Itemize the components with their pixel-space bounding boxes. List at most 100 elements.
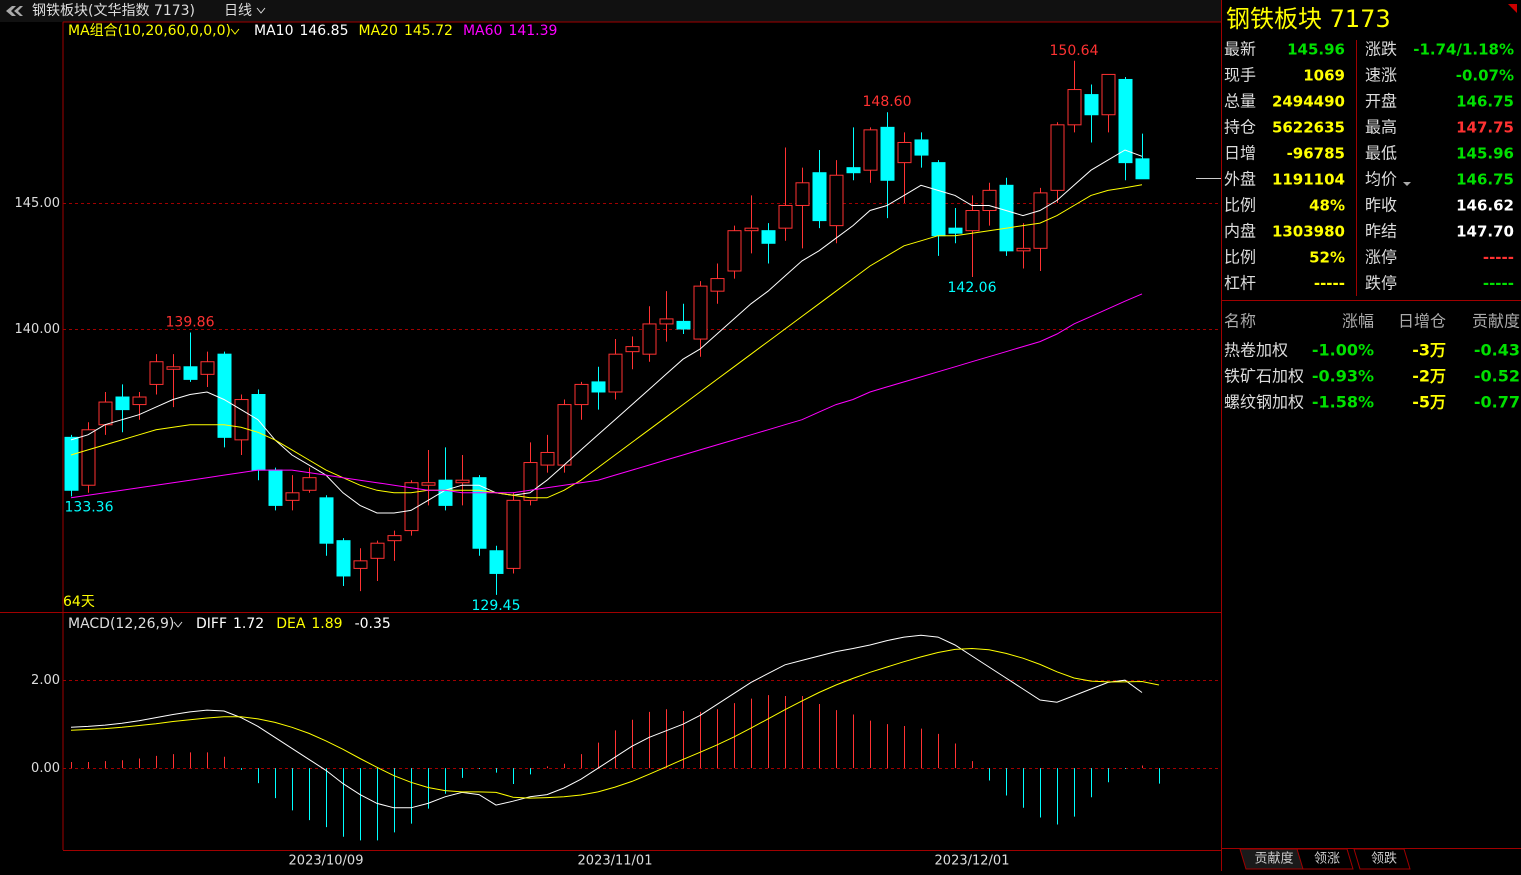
candle-body [302, 477, 317, 491]
candle-body [506, 499, 521, 569]
candle-body [863, 129, 878, 171]
candle-body [880, 126, 895, 181]
candle-body [115, 396, 130, 411]
x-tick-label: 2023/10/09 [289, 854, 364, 869]
candle-body [438, 479, 453, 506]
table-cell: -0.77 [1474, 393, 1520, 412]
legend-name: MA60 [463, 23, 502, 39]
tab[interactable] [1353, 848, 1411, 870]
tab-label[interactable]: 领涨 [1314, 852, 1340, 867]
candle-body [761, 230, 776, 244]
candle-body [1101, 73, 1116, 116]
quote-value: 145.96 [1287, 41, 1345, 59]
quote-label: 最新 [1224, 40, 1256, 59]
legend-name: DEA [276, 616, 306, 632]
table-cell: 螺纹钢加权 [1224, 393, 1304, 412]
quote-value: -0.07% [1456, 67, 1514, 85]
table-cell: -0.52 [1474, 367, 1520, 386]
extreme-label: 148.60 [863, 94, 912, 110]
candle-body [965, 210, 980, 232]
quote-label: 跌停 [1365, 274, 1397, 293]
candle-body [540, 451, 555, 466]
quote-label: 涨跌 [1365, 40, 1397, 59]
tab-label[interactable]: 贡献度 [1254, 851, 1293, 867]
candle-body [676, 320, 691, 330]
chevron [230, 28, 240, 35]
quote-value: 2494490 [1272, 93, 1345, 111]
quote-label: 速涨 [1365, 66, 1397, 85]
period-label: 64天 [63, 594, 95, 610]
quote-value: -1.74/1.18% [1413, 41, 1514, 59]
table-cell: -1.58% [1312, 393, 1374, 412]
quote-value: 146.75 [1456, 93, 1514, 111]
legend-value: 146.85 [299, 23, 348, 39]
quote-label: 内盘 [1224, 222, 1256, 241]
table-cell: -0.43 [1474, 341, 1520, 360]
quote-label: 涨停 [1365, 248, 1397, 267]
legend-value: 141.39 [508, 23, 557, 39]
chevron [173, 621, 183, 628]
quote-value: ----- [1314, 275, 1345, 293]
tab-label[interactable]: 领跌 [1371, 851, 1397, 867]
table-cell: -3万 [1412, 341, 1446, 360]
candle-body [897, 141, 912, 164]
panel-title: 钢铁板块 7173 [1226, 5, 1391, 33]
ma-title[interactable]: MA组合(10,20,60,0,0,0) [68, 23, 231, 39]
candle-body [132, 396, 147, 406]
candle-body [421, 482, 436, 486]
period-select[interactable]: 日线 [224, 3, 252, 19]
table-cell: 铁矿石加权 [1224, 367, 1304, 386]
quote-label: 现手 [1224, 66, 1256, 85]
table-cell: -0.93% [1312, 367, 1374, 386]
quote-value: 5622635 [1272, 119, 1345, 137]
quote-label: 昨结 [1365, 222, 1397, 241]
candle-body [234, 399, 249, 441]
tab[interactable] [1296, 848, 1354, 870]
candle-body [591, 381, 606, 393]
candle-body [744, 227, 759, 232]
table-header: 名称 [1224, 312, 1256, 331]
y-tick-label: 2.00 [31, 673, 60, 688]
candle-body [1050, 124, 1065, 191]
macd-title[interactable]: MACD(12,26,9) [68, 616, 174, 632]
macd-line [70, 634, 1143, 809]
candle-body [812, 172, 827, 222]
legend-value: 1.89 [311, 616, 342, 632]
candle-body [1135, 158, 1150, 180]
candle-body [608, 353, 623, 393]
quote-label: 日增 [1224, 144, 1256, 163]
quote-value: -96785 [1287, 145, 1345, 163]
table-cell: -2万 [1412, 367, 1446, 386]
candle-body [183, 366, 198, 380]
candle-body [829, 174, 844, 227]
extreme-label: 133.36 [65, 499, 114, 515]
legend-value: -0.35 [355, 616, 391, 632]
candle-body [948, 227, 963, 234]
legend-name: MA10 [254, 23, 293, 39]
candle-body [64, 436, 79, 491]
quote-value: 147.70 [1456, 223, 1514, 241]
candle-body [642, 323, 657, 355]
y-tick-label: 0.00 [31, 761, 60, 776]
candle-body [472, 477, 487, 549]
ma-line [70, 149, 1143, 514]
table-cell: -1.00% [1312, 341, 1374, 360]
x-tick-label: 2023/12/01 [935, 854, 1010, 869]
candle-body [999, 184, 1014, 252]
quote-value: 1303980 [1272, 223, 1345, 241]
quote-label: 最高 [1365, 118, 1397, 137]
back-icon[interactable] [6, 6, 23, 16]
quote-label: 总量 [1224, 92, 1256, 111]
candle-body [693, 285, 708, 340]
quote-value: 52% [1309, 249, 1345, 267]
quote-label: 最低 [1365, 144, 1397, 163]
candle-body [523, 462, 538, 501]
quote-value: ----- [1483, 275, 1514, 293]
corner-mark [1508, 4, 1517, 13]
y-tick-label: 140.00 [15, 322, 61, 337]
chevron [256, 7, 266, 14]
candle-body [914, 139, 929, 156]
candle-body [1084, 94, 1099, 116]
